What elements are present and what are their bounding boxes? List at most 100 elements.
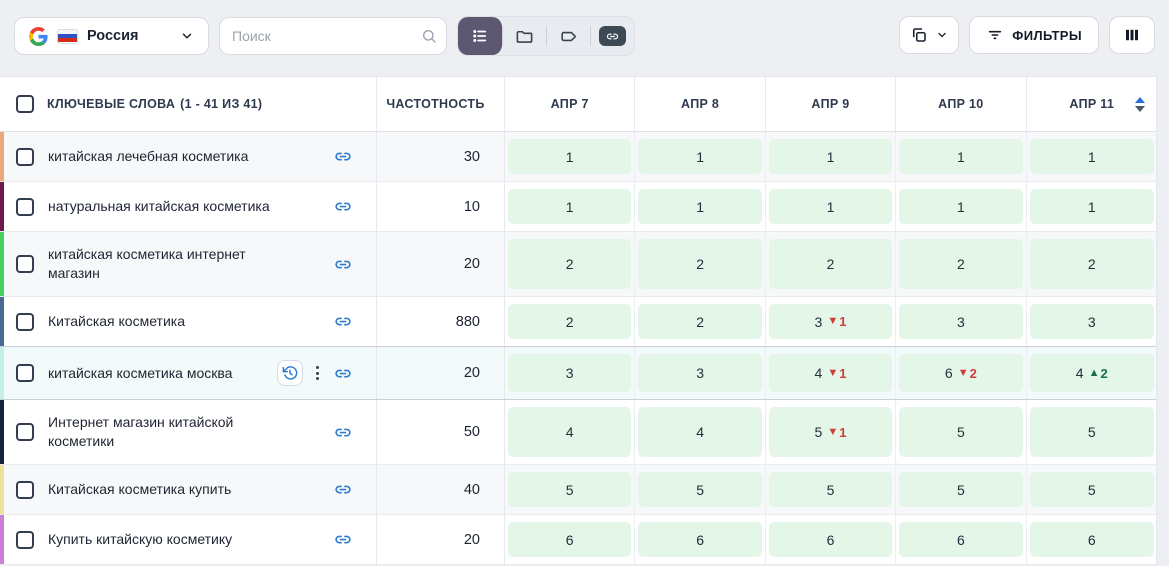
position-cell[interactable]: 6 — [768, 522, 893, 557]
position-cell[interactable]: 2 — [768, 239, 893, 289]
folder-icon — [515, 27, 534, 46]
position-value: 6 — [956, 531, 965, 548]
group-color-stripe — [0, 132, 4, 181]
position-cell[interactable]: 3 — [638, 354, 762, 392]
date-column-header[interactable]: АПР 9 — [766, 77, 897, 131]
position-value: 5 — [565, 481, 574, 498]
position-cell[interactable]: 1 — [899, 189, 1023, 224]
position-value: 1 — [1087, 148, 1096, 165]
position-cell[interactable]: 1 — [508, 139, 632, 174]
row-checkbox[interactable] — [16, 480, 34, 499]
position-cell[interactable]: 4 — [508, 407, 632, 457]
position-cell[interactable]: 6 — [638, 522, 762, 557]
position-cell[interactable]: 4 — [638, 407, 762, 457]
row-checkbox[interactable] — [16, 147, 34, 166]
keyword-link-icon[interactable] — [332, 366, 354, 381]
keyword-link-icon[interactable] — [332, 314, 354, 329]
position-cell[interactable]: 5 — [1029, 407, 1154, 457]
position-cell[interactable]: 1 — [1029, 189, 1154, 224]
columns-button[interactable] — [1109, 16, 1155, 54]
position-cell-column: 1 — [1027, 132, 1157, 181]
position-cell-column: 6 — [505, 515, 636, 564]
position-cell[interactable]: 6 — [899, 522, 1023, 557]
date-column-header[interactable]: АПР 10 — [896, 77, 1027, 131]
keyword-link-icon[interactable] — [332, 257, 354, 272]
group-color-stripe — [0, 465, 4, 514]
position-cell[interactable]: 5 ▼ 1 — [768, 407, 893, 457]
date-column-header[interactable]: АПР 11 — [1027, 77, 1157, 131]
position-cell-column: 3 ▼ 1 — [766, 297, 897, 346]
row-checkbox[interactable] — [16, 364, 34, 382]
position-cell[interactable]: 5 — [638, 472, 762, 507]
keyword-link-icon[interactable] — [332, 482, 354, 497]
keyword-link-icon[interactable] — [332, 532, 354, 547]
position-cell[interactable]: 1 — [508, 189, 632, 224]
position-cell-column: 5 — [635, 465, 766, 514]
date-column-header[interactable]: АПР 7 — [505, 77, 636, 131]
keyword-link-icon[interactable] — [332, 199, 354, 214]
position-cell[interactable]: 1 — [1029, 139, 1154, 174]
position-cell[interactable]: 5 — [768, 472, 893, 507]
list-view-button[interactable] — [458, 17, 502, 55]
position-cell[interactable]: 2 — [1029, 239, 1154, 289]
keyword-label: Купить китайскую косметику — [48, 531, 233, 547]
table-row: Китайская косметика 880 2 2 3 ▼ 1 3 3 — [0, 297, 1156, 347]
position-cell[interactable]: 2 — [899, 239, 1023, 289]
date-column-label: АПР 7 — [550, 97, 589, 111]
position-value: 5 — [814, 424, 823, 440]
position-cell[interactable]: 1 — [638, 139, 762, 174]
sort-control[interactable] — [1134, 96, 1145, 112]
position-value: 6 — [826, 531, 835, 548]
position-value: 5 — [956, 481, 965, 498]
position-value: 1 — [696, 148, 704, 165]
position-cell[interactable]: 4 ▲ 2 — [1029, 354, 1154, 392]
row-checkbox[interactable] — [16, 530, 34, 549]
keyword-label: китайская лечебная косметика — [48, 148, 249, 164]
position-cell[interactable]: 5 — [899, 472, 1023, 507]
search-input[interactable] — [232, 28, 413, 44]
position-cell[interactable]: 3 — [899, 304, 1023, 339]
row-checkbox[interactable] — [16, 312, 34, 331]
position-value: 5 — [826, 481, 835, 498]
position-cell[interactable]: 3 ▼ 1 — [768, 304, 893, 339]
position-cell[interactable]: 1 — [899, 139, 1023, 174]
position-drop-delta: ▼ 1 — [827, 314, 847, 329]
position-cell[interactable]: 5 — [1029, 472, 1154, 507]
folder-view-button[interactable] — [502, 17, 546, 55]
position-cell[interactable]: 5 — [899, 407, 1023, 457]
date-column-header[interactable]: АПР 8 — [635, 77, 766, 131]
history-button[interactable] — [277, 360, 303, 386]
position-cell[interactable]: 3 — [1029, 304, 1154, 339]
copy-menu-button[interactable] — [899, 16, 960, 54]
position-cell[interactable]: 1 — [768, 189, 893, 224]
position-cell[interactable]: 6 ▼ 2 — [899, 354, 1023, 392]
position-cell[interactable]: 5 — [508, 472, 632, 507]
row-checkbox[interactable] — [16, 423, 34, 441]
position-cell[interactable]: 2 — [638, 239, 762, 289]
keyword-link-icon[interactable] — [332, 425, 354, 440]
keywords-range-label: (1 - 41 ИЗ 41) — [180, 97, 263, 111]
position-value: 3 — [565, 365, 574, 381]
position-cell[interactable]: 2 — [508, 239, 632, 289]
position-cell[interactable]: 2 — [508, 304, 632, 339]
arrow-up-icon: ▲ — [1088, 366, 1100, 379]
link-view-button[interactable] — [590, 17, 634, 55]
position-cell[interactable]: 1 — [638, 189, 762, 224]
position-cell[interactable]: 1 — [768, 139, 893, 174]
position-cell[interactable]: 3 — [508, 354, 632, 392]
keyword-link-icon[interactable] — [332, 149, 354, 164]
select-all-checkbox[interactable] — [16, 95, 34, 113]
position-value: 3 — [814, 313, 823, 330]
region-selector[interactable]: Россия — [14, 17, 209, 55]
row-menu-button[interactable] — [314, 364, 321, 382]
position-cell[interactable]: 4 ▼ 1 — [768, 354, 893, 392]
row-checkbox[interactable] — [16, 197, 34, 216]
position-cell[interactable]: 2 — [638, 304, 762, 339]
filters-button[interactable]: ФИЛЬТРЫ — [969, 16, 1099, 54]
position-cell-column: 4 ▲ 2 — [1027, 347, 1157, 399]
position-cell[interactable]: 6 — [1029, 522, 1154, 557]
position-cell[interactable]: 6 — [508, 522, 632, 557]
tag-view-button[interactable] — [546, 17, 590, 55]
row-checkbox[interactable] — [16, 255, 34, 273]
table-row: натуральная китайская косметика 10 1 1 1 1 1 — [0, 182, 1156, 232]
